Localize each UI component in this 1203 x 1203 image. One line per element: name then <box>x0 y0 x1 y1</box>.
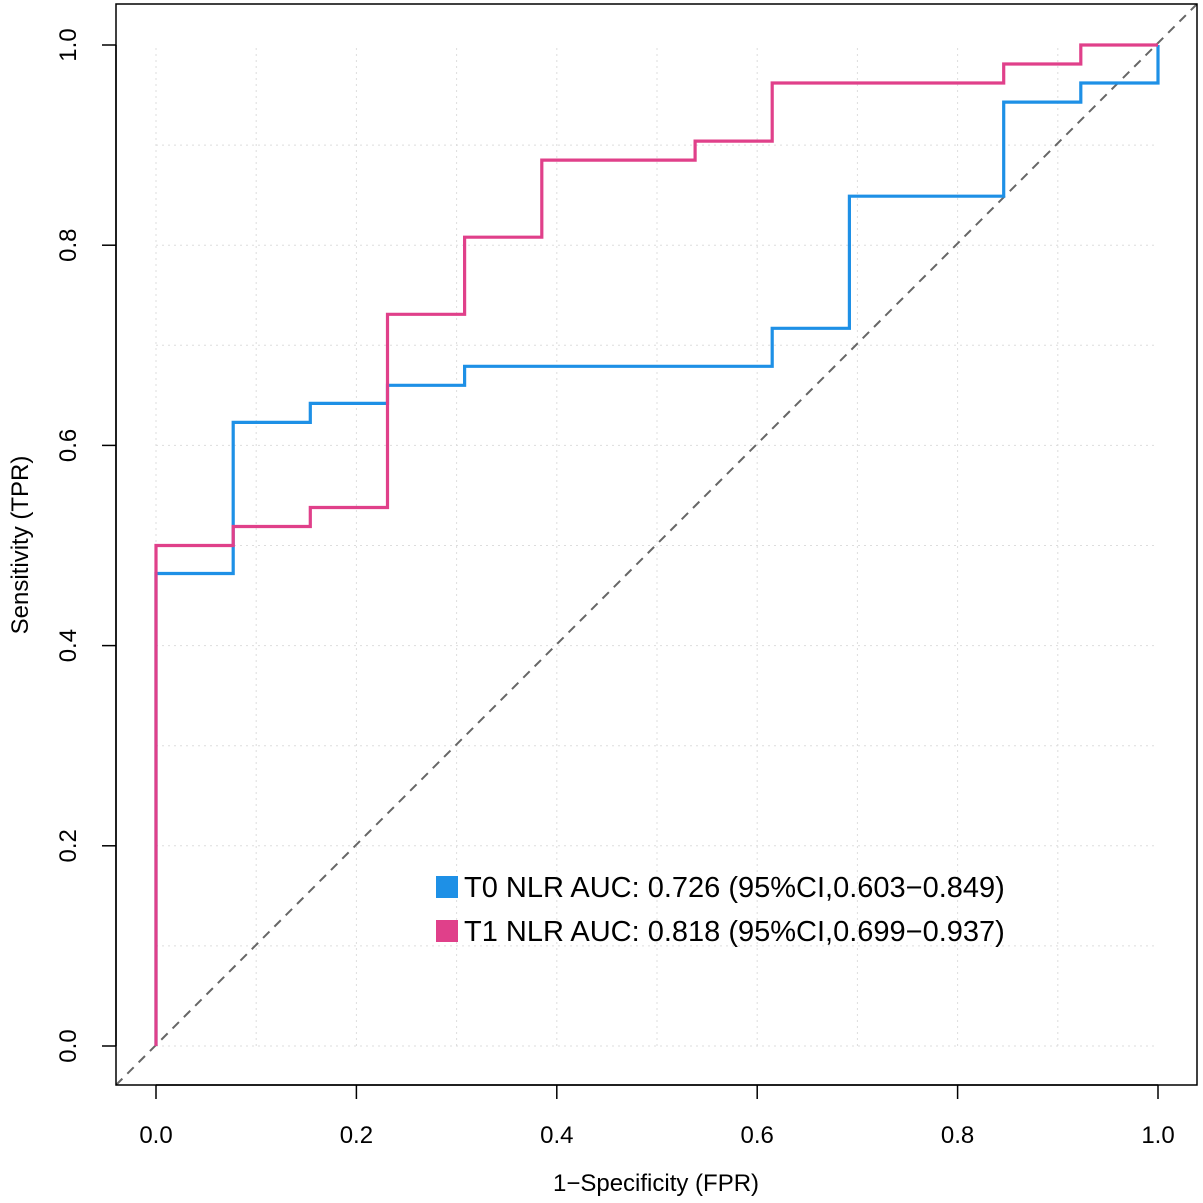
series-layer <box>154 43 1160 1046</box>
y-axis: 0.0 0.2 0.4 0.6 0.8 1.0 <box>55 28 117 1063</box>
y-tick-label: 0.6 <box>55 429 82 462</box>
x-axis-title: 1−Specificity (FPR) <box>553 1170 759 1197</box>
y-tick-label: 0.8 <box>55 229 82 262</box>
legend-label: T0 NLR AUC: 0.726 (95%CI,0.603−0.849) <box>464 872 1005 904</box>
legend-swatch <box>436 920 458 942</box>
grid-lines <box>155 45 1158 1047</box>
x-tick-label: 0.2 <box>340 1122 373 1149</box>
x-tick-label: 0.0 <box>139 1122 172 1149</box>
x-axis: 0.0 0.2 0.4 0.6 0.8 1.0 <box>139 1084 1175 1149</box>
y-tick-label: 0.0 <box>55 1029 82 1062</box>
legend: T0 NLR AUC: 0.726 (95%CI,0.603−0.849) T1 … <box>436 872 1005 948</box>
x-tick-label: 0.4 <box>540 1122 573 1149</box>
y-tick-label: 0.4 <box>55 629 82 662</box>
x-tick-label: 0.6 <box>741 1122 774 1149</box>
x-tick-label: 0.8 <box>941 1122 974 1149</box>
series-line-t0-nlr <box>154 45 1160 1046</box>
series-line-t1-nlr <box>154 43 1158 1046</box>
x-tick-label: 1.0 <box>1141 1122 1174 1149</box>
y-axis-title: Sensitivity (TPR) <box>7 456 34 635</box>
y-tick-label: 0.2 <box>55 829 82 862</box>
legend-label: T1 NLR AUC: 0.818 (95%CI,0.699−0.937) <box>464 916 1005 948</box>
legend-swatch <box>436 876 458 898</box>
y-tick-label: 1.0 <box>55 28 82 61</box>
